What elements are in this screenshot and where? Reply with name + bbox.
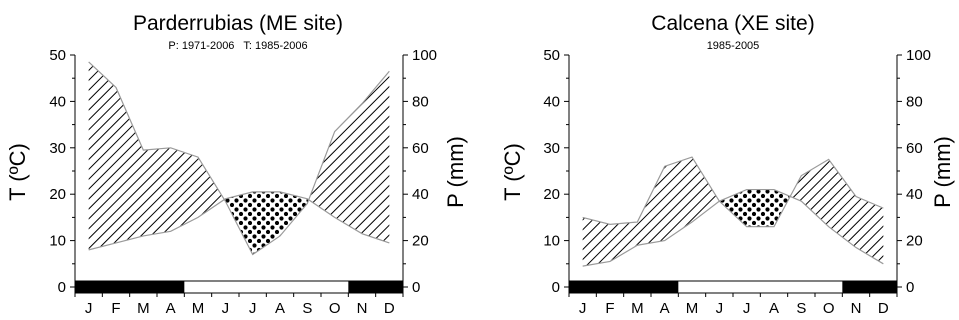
season-bar-segment bbox=[787, 281, 816, 293]
season-bar-segment bbox=[266, 281, 295, 293]
chart-subtitle: 1985-2005 bbox=[707, 40, 760, 52]
season-bar-segment bbox=[75, 281, 103, 293]
chart-subtitle: P: 1971-2006 T: 1985-2006 bbox=[168, 40, 307, 52]
season-bar-segment bbox=[651, 281, 679, 293]
x-tick-label: S bbox=[302, 300, 312, 317]
y-tick-label-left: 40 bbox=[543, 93, 560, 110]
x-tick-label: A bbox=[660, 300, 670, 317]
precipitation-line bbox=[88, 61, 390, 256]
season-bar-segment bbox=[157, 281, 185, 293]
x-tick-label: M bbox=[137, 300, 150, 317]
season-bar-segment bbox=[239, 281, 267, 293]
season-bar-segment bbox=[733, 281, 761, 293]
x-tick-label: J bbox=[579, 300, 587, 317]
x-tick-label: M bbox=[631, 300, 644, 317]
y-tick-label-left: 0 bbox=[58, 279, 66, 296]
y-tick-label-right: 60 bbox=[906, 140, 923, 157]
y-tick-label-left: 10 bbox=[543, 233, 560, 250]
temperature-line bbox=[582, 188, 884, 267]
season-bar-segment bbox=[869, 281, 898, 293]
x-tick-label: M bbox=[192, 300, 205, 317]
panel-calcena: Calcena (XE site) 1985-2005 T (ºC) P (mm… bbox=[500, 12, 955, 317]
precipitation-line bbox=[582, 156, 884, 228]
y-tick-label-right: 100 bbox=[412, 47, 437, 64]
x-tick-label: D bbox=[878, 300, 889, 317]
season-bar-segment bbox=[623, 281, 652, 293]
x-tick-label: N bbox=[357, 300, 368, 317]
season-bar-segment bbox=[348, 281, 377, 293]
x-tick-label: N bbox=[851, 300, 862, 317]
y-axis-label-right: P (mm) bbox=[443, 136, 468, 208]
x-tick-label: O bbox=[823, 300, 835, 317]
y-tick-label-right: 80 bbox=[412, 93, 429, 110]
y-tick-label-left: 40 bbox=[49, 93, 66, 110]
dry-period-area bbox=[719, 189, 791, 227]
season-bar-segment bbox=[815, 281, 843, 293]
y-tick-label-right: 0 bbox=[906, 279, 914, 296]
x-tick-label: F bbox=[111, 300, 120, 317]
y-tick-label-left: 0 bbox=[552, 279, 560, 296]
season-bar-segment bbox=[102, 281, 131, 293]
y-tick-label-right: 20 bbox=[906, 233, 923, 250]
chart-title: Parderrubias (ME site) bbox=[133, 12, 343, 35]
season-bar-segment bbox=[293, 281, 322, 293]
season-bar-segment bbox=[596, 281, 625, 293]
x-tick-label: J bbox=[743, 300, 751, 317]
season-bar-segment bbox=[129, 281, 158, 293]
x-tick-label: J bbox=[222, 300, 230, 317]
x-tick-label: J bbox=[85, 300, 93, 317]
season-bar-segment bbox=[760, 281, 789, 293]
y-tick-label-right: 20 bbox=[412, 233, 429, 250]
season-bar-segment bbox=[569, 281, 597, 293]
humid-period-area bbox=[582, 157, 720, 267]
y-tick-label-left: 20 bbox=[49, 186, 66, 203]
panel-parderrubias: Parderrubias (ME site) P: 1971-2006 T: 1… bbox=[5, 12, 468, 317]
x-tick-label: D bbox=[384, 300, 395, 317]
season-bar-segment bbox=[184, 281, 213, 293]
season-bar-segment bbox=[321, 281, 349, 293]
y-axis-label-left: T (ºC) bbox=[500, 143, 525, 201]
dry-period-area bbox=[224, 191, 309, 255]
y-tick-label-left: 30 bbox=[543, 140, 560, 157]
x-tick-label: O bbox=[329, 300, 341, 317]
y-tick-label-right: 40 bbox=[906, 186, 923, 203]
y-tick-label-left: 30 bbox=[49, 140, 66, 157]
x-tick-label: M bbox=[686, 300, 699, 317]
season-bar-segment bbox=[705, 281, 734, 293]
x-tick-label: A bbox=[769, 300, 779, 317]
x-tick-label: A bbox=[166, 300, 176, 317]
chart-title: Calcena (XE site) bbox=[651, 12, 814, 35]
y-tick-label-left: 50 bbox=[49, 47, 66, 64]
y-axis-label-right: P (mm) bbox=[930, 136, 955, 208]
x-tick-label: J bbox=[249, 300, 257, 317]
y-tick-label-right: 60 bbox=[412, 140, 429, 157]
season-bar-segment bbox=[211, 281, 240, 293]
season-bar-segment bbox=[375, 281, 404, 293]
temperature-line bbox=[88, 191, 390, 251]
season-bar-segment bbox=[678, 281, 707, 293]
season-bar-segment bbox=[842, 281, 871, 293]
humid-period-area bbox=[88, 61, 225, 250]
x-tick-label: J bbox=[716, 300, 724, 317]
humid-period-area bbox=[308, 71, 390, 243]
y-tick-label-left: 50 bbox=[543, 47, 560, 64]
y-tick-label-right: 100 bbox=[906, 47, 931, 64]
y-tick-label-right: 0 bbox=[412, 279, 420, 296]
y-tick-label-left: 20 bbox=[543, 186, 560, 203]
y-tick-label-right: 80 bbox=[906, 93, 923, 110]
y-axis-label-left: T (ºC) bbox=[5, 143, 30, 201]
x-tick-label: F bbox=[605, 300, 614, 317]
x-tick-label: A bbox=[275, 300, 285, 317]
x-tick-label: S bbox=[796, 300, 806, 317]
humid-period-area bbox=[790, 159, 884, 264]
y-tick-label-left: 10 bbox=[49, 233, 66, 250]
y-tick-label-right: 40 bbox=[412, 186, 429, 203]
